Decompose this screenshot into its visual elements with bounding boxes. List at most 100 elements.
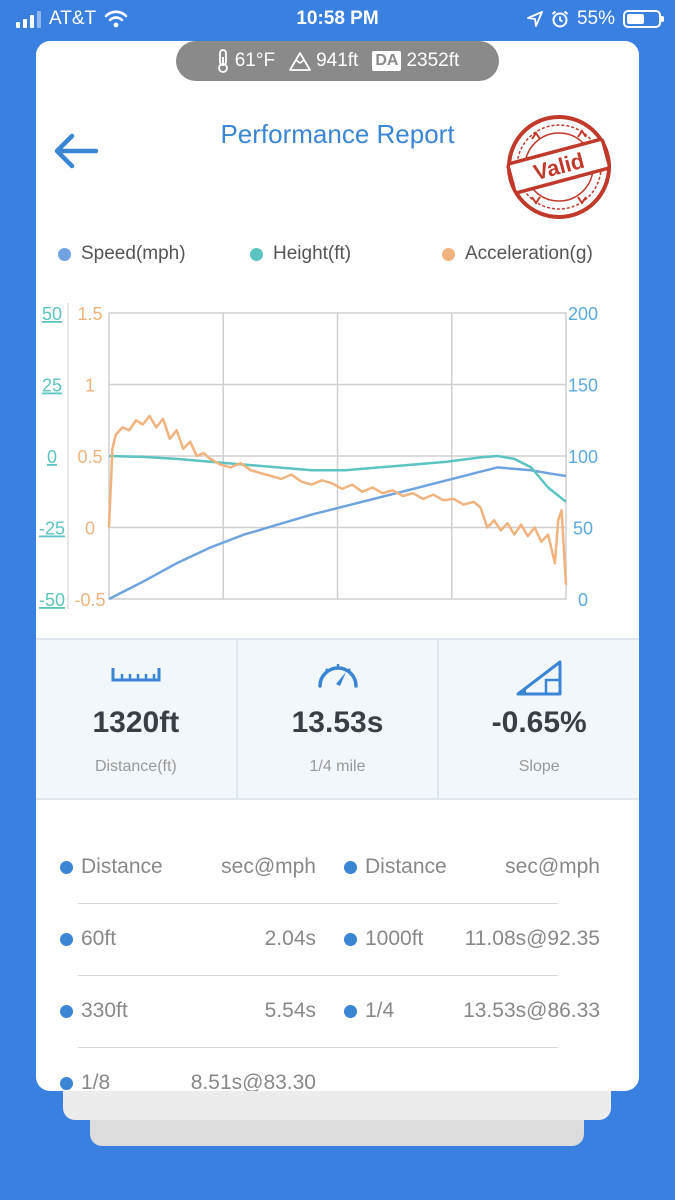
split-name: 1000ft [365,927,424,950]
speed-axis-tick: 50 [573,519,593,539]
height-axis-tick: 0 [47,447,57,467]
split-dot [60,860,73,874]
split-name: 330ft [81,999,128,1022]
split-divider [78,1047,558,1048]
split-dot [344,1004,357,1018]
split-row: 60ft 2.04s 1000ft 11.08s@92.35 [36,903,639,975]
back-arrow-icon[interactable] [52,131,100,171]
stats-panel: 1320ft Distance(ft) 13.53s 1/4 mile [36,638,639,800]
stat-slope-label: Slope [518,758,560,775]
status-bar: AT&T 10:58 PM 55% [0,0,675,38]
stat-time: 13.53s 1/4 mile [238,640,440,798]
split-value: 2.04s [264,927,316,950]
split-cell: 1000ft 11.08s@92.35 [344,903,600,975]
stat-time-value: 13.53s [291,706,384,739]
acceleration-axis-tick: 1.5 [77,304,102,324]
legend-label-speed: Speed(mph) [81,243,186,264]
height-axis-tick: -25 [39,519,65,539]
chart-legend: Speed(mph) Height(ft) Acceleration(g) [36,243,639,269]
split-dot [60,932,73,946]
split-name: 1/4 [365,999,395,1022]
height-axis-tick: -50 [39,590,65,610]
temperature-value: 61°F [234,50,276,71]
split-cell: 1/4 13.53s@86.33 [344,975,600,1047]
da-badge: DA [372,51,402,71]
height-axis-tick: 50 [42,304,62,324]
split-header-name: Distance [365,855,447,878]
status-right: 55% [527,8,664,30]
elevation-item: 941ft [289,50,358,72]
speed-axis-tick: 0 [578,590,588,610]
density-altitude-value: 2352ft [406,50,460,71]
page-title: Performance Report [220,119,455,149]
mountain-icon [289,52,311,71]
battery-percent: 55% [576,8,615,29]
wifi-icon [104,10,128,28]
acceleration-series-line [107,414,568,585]
legend-dot-acceleration [442,247,455,261]
acceleration-axis-tick: 0.5 [77,447,102,467]
legend-dot-height [250,247,263,261]
signal-icon [16,10,41,28]
status-time: 10:58 PM [296,8,379,29]
split-cell: 60ft 2.04s [60,903,316,975]
split-value: 11.08s@92.35 [464,927,600,950]
split-dot [60,1076,73,1090]
stat-distance-value: 1320ft [92,706,180,739]
stat-time-label: 1/4 mile [309,758,366,775]
ruler-icon [111,668,161,682]
status-left: AT&T [16,8,128,30]
alarm-icon [551,10,569,28]
acceleration-axis-tick: 1 [85,376,95,396]
split-divider [78,903,558,904]
location-icon [527,11,543,27]
split-header-value: sec@mph [505,855,600,878]
temperature-item: 61°F [216,49,275,73]
split-value: 8.51s@83.30 [190,1071,316,1091]
split-dot [344,860,357,874]
legend-item-acceleration: Acceleration(g) [442,243,593,265]
legend-label-height: Height(ft) [273,243,352,264]
split-header-name: Distance [81,855,163,878]
valid-stamp-icon: Valid [506,115,612,219]
split-header-cell: Distance sec@mph [60,831,316,903]
split-cell: 1/8 8.51s@83.30 [60,1047,316,1091]
battery-icon [623,10,664,28]
split-name: 60ft [81,927,117,950]
stat-distance-label: Distance(ft) [94,758,177,775]
height-axis-tick: 25 [42,376,62,396]
stat-slope-value: -0.65% [491,706,587,739]
legend-dot-speed [58,247,71,261]
report-card: Performance Report Valid Speed(mph) Heig… [36,41,639,1091]
stat-slope: -0.65% Slope [439,640,639,798]
split-name: 1/8 [81,1071,111,1091]
height-series-line [108,454,567,503]
split-row: 330ft 5.54s 1/4 13.53s@86.33 [36,975,639,1047]
split-cell: 330ft 5.54s [60,975,316,1047]
slope-icon [516,660,562,696]
acceleration-axis-tick: 0 [85,519,95,539]
legend-item-speed: Speed(mph) [58,243,186,265]
legend-item-height: Height(ft) [250,243,351,265]
elevation-value: 941ft [316,50,359,71]
speed-axis-tick: 200 [568,304,598,324]
split-header-value: sec@mph [221,855,316,878]
split-value: 13.53s@86.33 [463,999,600,1022]
density-altitude-item: DA 2352ft [372,50,459,72]
speedometer-icon [317,664,358,688]
split-row: 1/8 8.51s@83.30 [36,1047,639,1091]
conditions-pill: 61°F 941ft DA 2352ft [176,41,499,81]
carrier-label: AT&T [49,8,97,29]
acceleration-axis-tick: -0.5 [74,590,105,610]
thermometer-icon [217,49,228,73]
speed-axis-tick: 100 [568,447,598,467]
performance-chart: 50 25 0 -25 -50 1.5 1 0.5 0 -0.5 200 150 100 50 0 [39,303,598,610]
split-dot [60,1004,73,1018]
legend-label-acceleration: Acceleration(g) [465,243,593,264]
split-dot [344,932,357,946]
split-value: 5.54s [264,999,316,1022]
speed-series-line [108,466,567,601]
speed-axis-tick: 150 [568,376,598,396]
split-divider [78,975,558,976]
stat-distance: 1320ft Distance(ft) [36,640,238,798]
